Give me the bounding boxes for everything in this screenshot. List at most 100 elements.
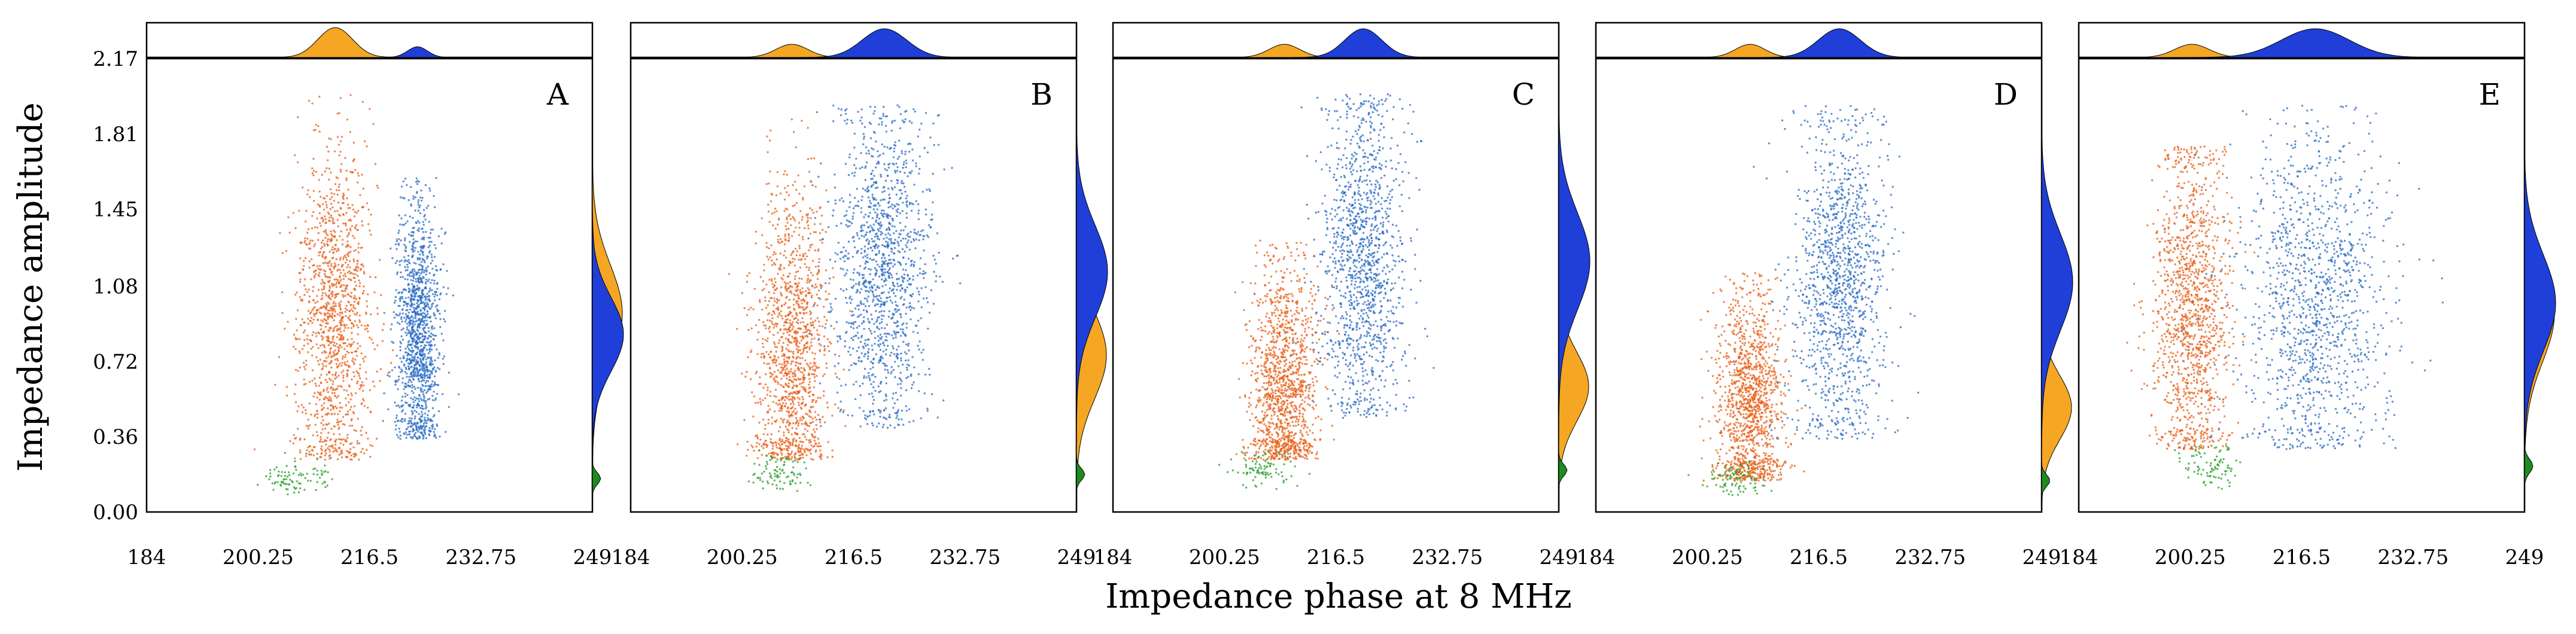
data-point [425, 301, 428, 304]
data-point [762, 346, 765, 348]
data-point [413, 434, 416, 437]
data-point [767, 433, 769, 436]
data-point [889, 416, 892, 419]
data-point [311, 354, 314, 357]
data-point [361, 224, 364, 227]
data-point [398, 291, 401, 294]
data-point [903, 298, 906, 301]
data-point [878, 266, 881, 268]
data-point [869, 368, 872, 370]
data-point [829, 258, 832, 261]
data-point [806, 346, 808, 348]
data-point [418, 294, 421, 297]
data-point [408, 290, 411, 292]
data-point [884, 260, 887, 262]
data-point [883, 344, 886, 347]
data-point [428, 240, 431, 243]
data-point [881, 257, 883, 260]
data-point [323, 243, 326, 245]
data-point [865, 418, 868, 420]
data-point [801, 317, 804, 319]
data-point [312, 157, 315, 160]
data-point [892, 120, 894, 123]
data-point [340, 406, 343, 409]
data-point [781, 402, 784, 404]
data-point [306, 473, 308, 475]
data-point [789, 261, 792, 264]
data-point [875, 233, 877, 236]
data-point [362, 265, 364, 268]
data-point [342, 278, 345, 281]
data-point [344, 294, 346, 297]
data-point [445, 431, 447, 433]
data-point [407, 312, 410, 314]
data-point [315, 309, 318, 312]
data-point [867, 371, 870, 374]
data-point [793, 217, 795, 220]
data-point [774, 278, 776, 280]
data-point [427, 205, 430, 207]
data-point [312, 468, 315, 470]
data-point [920, 287, 923, 289]
data-point [787, 386, 790, 388]
data-point [888, 413, 891, 416]
data-point [899, 371, 902, 374]
data-point [933, 270, 935, 273]
data-point [890, 237, 892, 240]
data-point [811, 184, 814, 187]
data-point [271, 482, 274, 484]
data-point [752, 415, 755, 418]
data-point [347, 255, 350, 257]
data-point [374, 276, 377, 279]
data-point [769, 367, 771, 370]
data-point [428, 278, 430, 281]
data-point [855, 291, 858, 294]
data-point [415, 342, 418, 345]
data-point [893, 120, 896, 122]
data-point [346, 437, 349, 439]
data-point [347, 450, 350, 453]
data-point [807, 287, 809, 289]
data-point [332, 283, 334, 285]
data-point [433, 255, 436, 258]
data-point [365, 311, 367, 314]
data-point [755, 445, 758, 448]
data-point [413, 289, 415, 292]
data-point [894, 361, 896, 363]
data-point [817, 265, 820, 267]
data-point [436, 288, 439, 290]
data-point [329, 327, 331, 329]
data-point [334, 310, 337, 313]
data-point [339, 286, 342, 288]
data-point [790, 254, 792, 257]
data-point [434, 247, 437, 249]
data-point [420, 189, 422, 192]
data-point [805, 362, 808, 365]
data-point [881, 318, 883, 321]
data-point [317, 267, 320, 270]
data-point [783, 173, 785, 176]
data-point [318, 179, 321, 181]
data-point [878, 250, 881, 252]
data-point [801, 433, 804, 435]
data-point [796, 331, 799, 333]
data-point [291, 481, 294, 483]
data-point [886, 426, 889, 429]
data-point [910, 209, 913, 212]
data-point [809, 233, 812, 235]
data-point [257, 483, 259, 486]
data-point [352, 306, 355, 309]
data-point [773, 370, 776, 373]
data-point [367, 330, 369, 333]
data-point [842, 200, 845, 203]
data-point [796, 314, 798, 316]
data-point [803, 347, 805, 349]
data-point [278, 356, 281, 358]
data-point [819, 232, 822, 234]
data-point [771, 373, 774, 376]
data-point [823, 353, 826, 356]
data-point [874, 132, 876, 134]
data-point [406, 315, 409, 318]
data-point [780, 407, 783, 409]
data-point [810, 452, 812, 455]
